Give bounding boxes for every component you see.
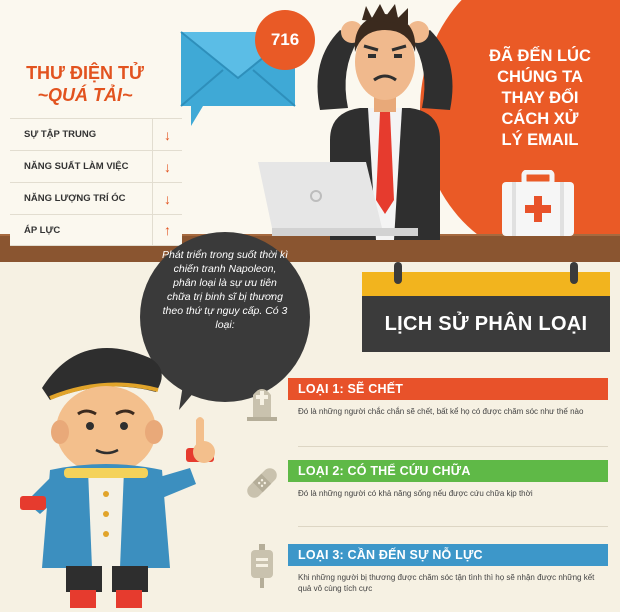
headline-line: CHÚNG TA — [497, 68, 583, 86]
arrow-down-icon: ↓ — [152, 183, 182, 214]
first-aid-kit-icon — [502, 170, 574, 236]
calendar-ring — [570, 262, 578, 284]
divider — [298, 446, 608, 447]
arrow-up-icon: ↑ — [152, 215, 182, 245]
category-card: LOẠI 1: SẼ CHẾT Đó là những người chắc c… — [236, 378, 608, 438]
headline-line: THAY ĐỔI — [501, 89, 579, 107]
napoleon-illustration — [20, 348, 215, 608]
category-card: LOẠI 3: CẦN ĐẾN SỰ NỖ LỰC Khi những ngườ… — [236, 544, 608, 606]
email-count-badge: 716 — [255, 10, 315, 70]
metric-row: NĂNG LƯỢNG TRÍ ÓC ↓ — [10, 182, 182, 214]
calendar-top-strip — [362, 272, 610, 296]
category-description: Khi những người bị thương được chăm sóc … — [298, 573, 595, 593]
speech-bubble-tail — [179, 372, 211, 410]
headline-line: CÁCH XỬ — [501, 110, 579, 128]
laptop-illustration — [258, 162, 418, 236]
overload-title-line2: ~QUÁ TẢI~ — [37, 85, 133, 105]
category-title: LOẠI 1: SẼ CHẾT — [288, 378, 608, 400]
gravestone-icon — [236, 378, 288, 424]
arrow-down-icon: ↓ — [152, 119, 182, 150]
metric-label: ÁP LỰC — [24, 224, 61, 236]
headline-line: LÝ EMAIL — [501, 131, 579, 149]
headline-line: ĐÃ ĐẾN LÚC — [489, 47, 591, 65]
history-title: LỊCH SỬ PHÂN LOẠI — [362, 296, 610, 352]
speech-text: Phát triển trong suốt thời kì chiến tran… — [162, 249, 288, 331]
category-title: LOẠI 3: CẦN ĐẾN SỰ NỖ LỰC — [288, 544, 608, 566]
metric-list: SỰ TẬP TRUNG ↓ NĂNG SUẤT LÀM VIỆC ↓ NĂNG… — [10, 118, 182, 246]
iv-bag-icon — [236, 544, 288, 590]
category-card: LOẠI 2: CÓ THỂ CỨU CHỮA Đó là những ngườ… — [236, 460, 608, 520]
divider — [298, 526, 608, 527]
metric-label: NĂNG SUẤT LÀM VIỆC — [24, 161, 129, 172]
category-description: Đó là những người chắc chắn sẽ chết, bất… — [298, 407, 584, 416]
metric-label: NĂNG LƯỢNG TRÍ ÓC — [24, 193, 126, 204]
category-description: Đó là những người có khả năng sống nếu đ… — [298, 489, 533, 498]
calendar-ring — [394, 262, 402, 284]
arrow-down-icon: ↓ — [152, 151, 182, 182]
metric-row: NĂNG SUẤT LÀM VIỆC ↓ — [10, 150, 182, 182]
top-section: THƯ ĐIỆN TỬ ~QUÁ TẢI~ SỰ TẬP TRUNG ↓ NĂN… — [0, 0, 620, 262]
metric-row: ÁP LỰC ↑ — [10, 214, 182, 246]
bandage-icon — [236, 460, 288, 506]
overload-title-line1: THƯ ĐIỆN TỬ — [26, 63, 144, 83]
speech-bubble: Phát triển trong suốt thời kì chiến tran… — [140, 232, 310, 402]
metric-label: SỰ TẬP TRUNG — [24, 129, 97, 140]
history-calendar-banner: LỊCH SỬ PHÂN LOẠI — [362, 262, 610, 352]
metric-row: SỰ TẬP TRUNG ↓ — [10, 118, 182, 150]
overload-title: THƯ ĐIỆN TỬ ~QUÁ TẢI~ — [10, 62, 160, 106]
category-title: LOẠI 2: CÓ THỂ CỨU CHỮA — [288, 460, 608, 482]
headline: ĐÃ ĐẾN LÚC CHÚNG TA THAY ĐỔI CÁCH XỬ LÝ … — [452, 46, 620, 151]
